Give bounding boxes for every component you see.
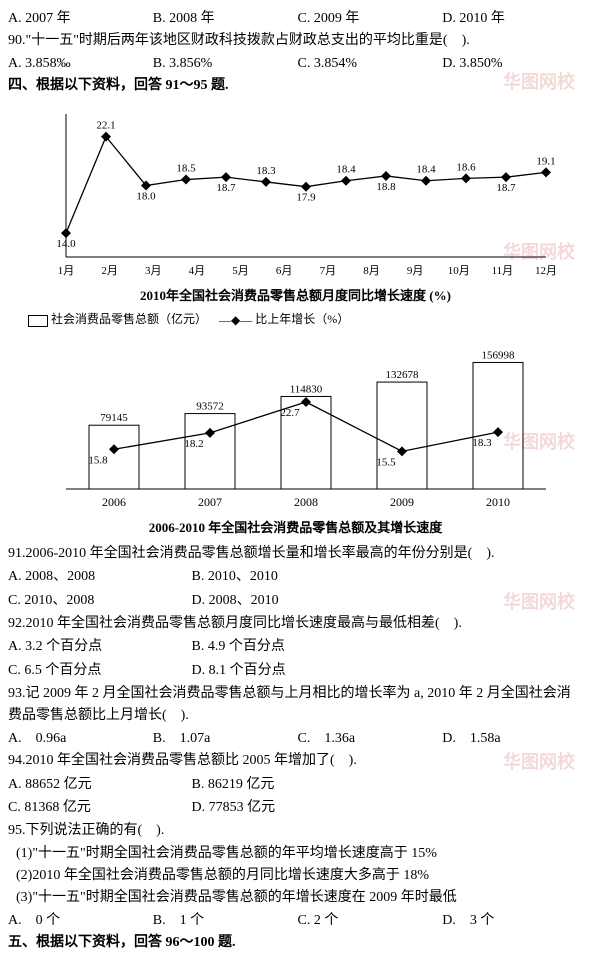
opt-c: C. 2010、2008 <box>8 589 188 613</box>
svg-text:18.4: 18.4 <box>336 163 356 175</box>
svg-text:18.5: 18.5 <box>176 162 196 174</box>
svg-text:22.1: 22.1 <box>96 119 115 131</box>
opt-d: D. 2008、2010 <box>192 589 372 613</box>
q92-options: A. 3.2 个百分点 B. 4.9 个百分点 C. 6.5 个百分点 D. 8… <box>8 635 583 683</box>
legend-line-icon: —◆— <box>219 311 252 330</box>
svg-text:8月: 8月 <box>363 265 380 277</box>
svg-text:2007: 2007 <box>198 495 222 509</box>
qtop-options: A. 2007 年 B. 2008 年 C. 2009 年 D. 2010 年 <box>8 8 583 30</box>
svg-text:14.0: 14.0 <box>56 238 76 250</box>
q93-text: 93.记 2009 年 2 月全国社会消费品零售总额与上月相比的增长率为 a, … <box>8 683 583 728</box>
q94-options: A. 88652 亿元 B. 86219 亿元 C. 81368 亿元 D. 7… <box>8 773 583 821</box>
opt-d: D. 3.850% <box>442 53 583 75</box>
svg-text:2008: 2008 <box>294 495 318 509</box>
chart2-legend: 社会消费品零售总额（亿元） —◆— 比上年增长（%） <box>28 310 583 330</box>
svg-text:15.5: 15.5 <box>376 457 396 469</box>
svg-text:114830: 114830 <box>289 384 322 396</box>
opt-d: D. 1.58a <box>442 728 583 750</box>
opt-a: A. 2008、2008 <box>8 565 188 589</box>
q95-text: 95.下列说法正确的有( ). <box>8 820 583 842</box>
opt-a: A. 3.858‰ <box>8 53 149 75</box>
svg-text:156998: 156998 <box>481 350 515 362</box>
svg-text:10月: 10月 <box>447 265 469 277</box>
opt-b: B. 2008 年 <box>153 8 294 30</box>
svg-text:6月: 6月 <box>275 265 292 277</box>
svg-text:12月: 12月 <box>535 265 556 277</box>
chart1-title: 2010年全国社会消费品零售总额月度同比增长速度 (%) <box>8 286 583 307</box>
opt-a: A. 3.2 个百分点 <box>8 635 188 659</box>
q91-options: A. 2008、2008 B. 2010、2010 C. 2010、2008 D… <box>8 565 583 613</box>
svg-text:1月: 1月 <box>57 265 74 277</box>
svg-text:18.8: 18.8 <box>376 181 396 193</box>
line-chart-2010: 14.0 22.1 18.0 18.5 18.7 18.3 17.9 18.4 18.8 18.4… <box>36 102 556 282</box>
svg-text:5月: 5月 <box>232 265 249 277</box>
opt-b: B. 1 个 <box>153 910 294 932</box>
q95-s2: (2)2010 年全国社会消费品零售总额的月同比增长速度大多高于 18% <box>8 865 583 887</box>
svg-text:9月: 9月 <box>406 265 423 277</box>
svg-text:18.7: 18.7 <box>496 182 516 194</box>
svg-text:18.0: 18.0 <box>136 190 156 202</box>
svg-text:132678: 132678 <box>385 369 419 381</box>
opt-d: D. 77853 亿元 <box>192 796 372 820</box>
opt-b: B. 3.856% <box>153 53 294 75</box>
svg-text:3月: 3月 <box>145 265 162 277</box>
svg-text:2月: 2月 <box>101 265 118 277</box>
svg-text:18.7: 18.7 <box>216 182 236 194</box>
svg-text:18.3: 18.3 <box>472 437 492 449</box>
opt-c: C. 3.854% <box>298 53 439 75</box>
svg-text:22.7: 22.7 <box>280 407 300 419</box>
section5-title: 五、根据以下资料，回答 96～100 题. <box>8 932 583 954</box>
svg-text:18.3: 18.3 <box>256 164 276 176</box>
opt-c: C. 2009 年 <box>298 8 439 30</box>
legend-box-label: 社会消费品零售总额（亿元） <box>51 312 207 326</box>
opt-d: D. 8.1 个百分点 <box>192 659 372 683</box>
opt-a: A. 2007 年 <box>8 8 149 30</box>
svg-text:17.9: 17.9 <box>296 191 316 203</box>
opt-b: B. 1.07a <box>153 728 294 750</box>
opt-a: A. 0 个 <box>8 910 149 932</box>
svg-text:18.2: 18.2 <box>184 438 203 450</box>
q92-text: 92.2010 年全国社会消费品零售总额月度同比增长速度最高与最低相差( ). <box>8 613 583 635</box>
svg-text:11月: 11月 <box>491 265 513 277</box>
opt-a: A. 0.96a <box>8 728 149 750</box>
chart2-title: 2006-2010 年全国社会消费品零售总额及其增长速度 <box>8 518 583 539</box>
svg-text:18.4: 18.4 <box>416 163 436 175</box>
svg-text:2009: 2009 <box>390 495 414 509</box>
svg-text:4月: 4月 <box>188 265 205 277</box>
q94-text: 94.2010 年全国社会消费品零售总额比 2005 年增加了( ). <box>8 750 583 772</box>
legend-line-label: 比上年增长（%） <box>255 312 349 326</box>
svg-text:19.1: 19.1 <box>536 155 555 167</box>
svg-text:18.6: 18.6 <box>456 161 476 173</box>
bar-line-chart-2006-2010: 79145 2006 93572 2007 114830 2008 132678 2009 15… <box>36 334 556 514</box>
opt-d: D. 2010 年 <box>442 8 583 30</box>
svg-text:2006: 2006 <box>102 495 126 509</box>
q91-text: 91.2006-2010 年全国社会消费品零售总额增长量和增长率最高的年份分别是… <box>8 543 583 565</box>
q93-options: A. 0.96a B. 1.07a C. 1.36a D. 1.58a <box>8 728 583 750</box>
opt-c: C. 2 个 <box>298 910 439 932</box>
legend-box-icon <box>28 315 48 327</box>
opt-b: B. 4.9 个百分点 <box>192 635 372 659</box>
q90-options: A. 3.858‰ B. 3.856% C. 3.854% D. 3.850% <box>8 53 583 75</box>
opt-c: C. 81368 亿元 <box>8 796 188 820</box>
q95-s3: (3)"十一五"时期全国社会消费品零售总额的年增长速度在 2009 年时最低 <box>8 887 583 909</box>
opt-c: C. 1.36a <box>298 728 439 750</box>
opt-c: C. 6.5 个百分点 <box>8 659 188 683</box>
q95-options: A. 0 个 B. 1 个 C. 2 个 D. 3 个 <box>8 910 583 932</box>
opt-b: B. 86219 亿元 <box>192 773 372 797</box>
opt-b: B. 2010、2010 <box>192 565 372 589</box>
svg-text:2010: 2010 <box>486 495 510 509</box>
q95-s1: (1)"十一五"时期全国社会消费品零售总额的年平均增长速度高于 15% <box>8 843 583 865</box>
q90-text: 90."十一五"时期后两年该地区财政科技拨款占财政总支出的平均比重是( ). <box>8 30 583 52</box>
svg-text:7月: 7月 <box>319 265 336 277</box>
svg-text:15.8: 15.8 <box>88 454 108 466</box>
svg-text:93572: 93572 <box>196 401 224 413</box>
section4-title: 四、根据以下资料，回答 91～95 题. <box>8 75 583 97</box>
svg-text:79145: 79145 <box>100 412 128 424</box>
opt-d: D. 3 个 <box>442 910 583 932</box>
opt-a: A. 88652 亿元 <box>8 773 188 797</box>
